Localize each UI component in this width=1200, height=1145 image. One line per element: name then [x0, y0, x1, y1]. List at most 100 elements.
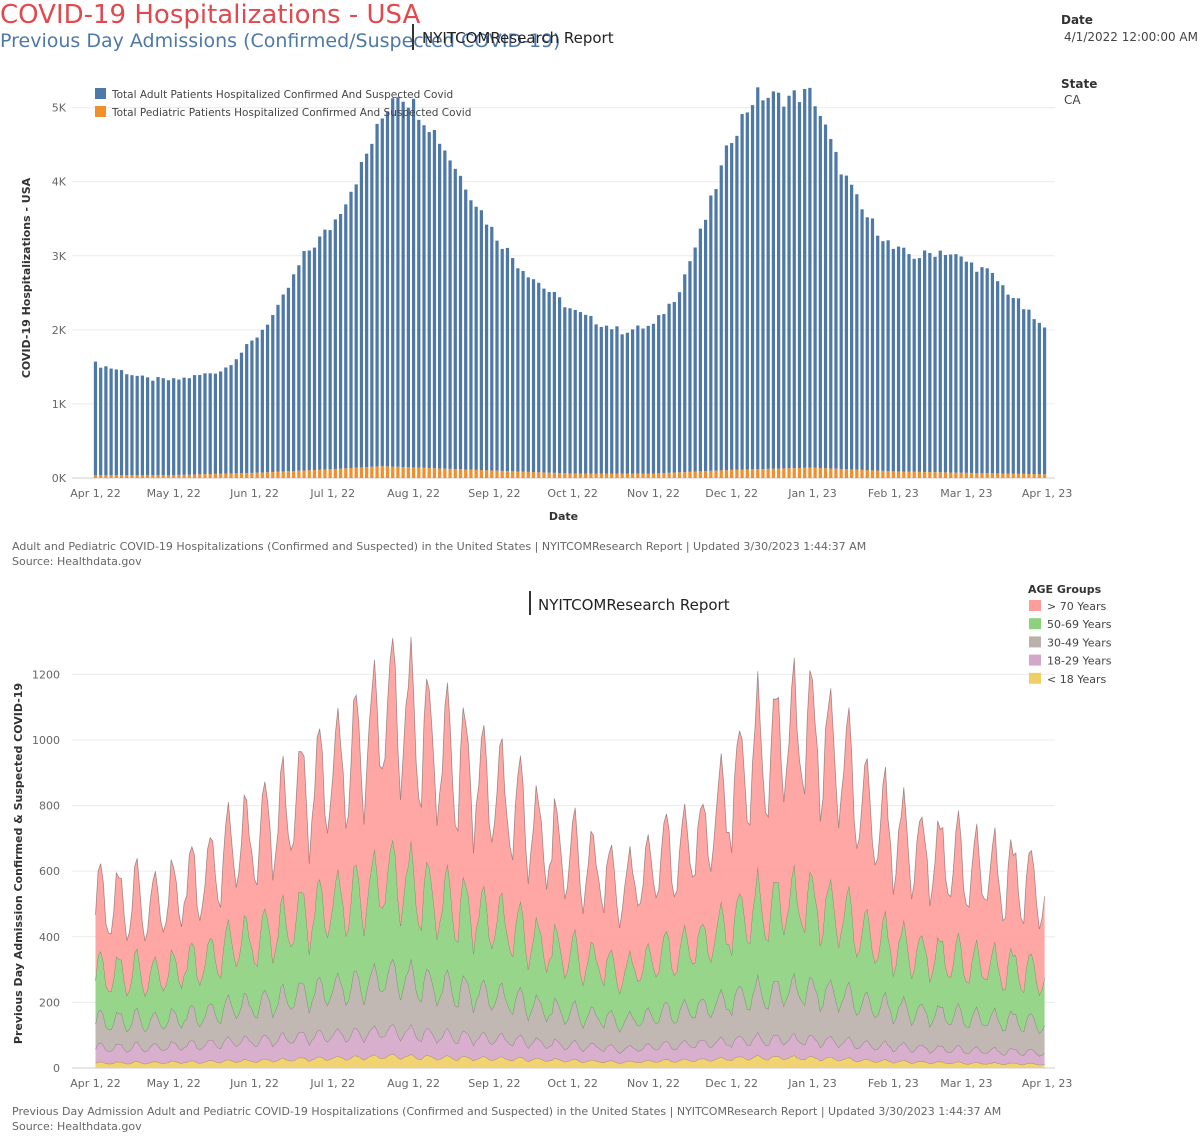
chart1-bar-pediatric — [834, 468, 838, 478]
chart1-x-tick-label: Mar 1, 23 — [940, 487, 992, 500]
chart1-bar-pediatric — [750, 469, 755, 478]
admissions-title-separator — [529, 591, 531, 615]
chart1-bar-adult — [949, 254, 953, 473]
chart1-bar-pediatric — [724, 470, 729, 478]
chart1-bar-pediatric — [1001, 473, 1005, 478]
chart1-bar-pediatric — [855, 469, 859, 478]
chart1-bar-adult — [385, 111, 390, 467]
chart1-bar-pediatric — [719, 470, 723, 478]
chart2-legend-label: 18-29 Years — [1047, 655, 1112, 668]
filter-date-value[interactable]: 4/1/2022 12:00:00 AM .. — [1064, 30, 1200, 44]
chart1-bar-pediatric — [818, 467, 822, 478]
chart1-bar-adult — [453, 168, 457, 470]
chart1-bar-adult — [292, 274, 296, 471]
chart1-bar-adult — [1011, 298, 1015, 474]
chart1-bar-adult — [265, 324, 270, 473]
chart1-bar-pediatric — [782, 468, 786, 478]
chart1-bar-adult — [260, 329, 264, 473]
chart1-bar-pediatric — [380, 466, 384, 478]
chart1-bar-adult — [839, 174, 843, 469]
chart1-bar-adult — [703, 219, 708, 472]
admissions-title: Previous Day Admissions (Confirmed/Suspe… — [0, 30, 561, 52]
chart1-bar-pediatric — [375, 466, 379, 478]
chart1-bar-pediatric — [657, 473, 661, 478]
chart1-bar-pediatric — [557, 473, 562, 478]
chart1-bar-pediatric — [829, 468, 833, 478]
chart1-bar-adult — [1037, 322, 1041, 475]
chart2-legend-swatch — [1029, 600, 1041, 611]
admissions-subtitle: NYITCOMResearch Report — [538, 596, 730, 614]
chart1-bar-adult — [693, 247, 697, 472]
hospitalizations-chart: 0K 1K 2K 3K 4K 5K Apr 1, 22 May 1, 22 Jun 1, 22 J… — [20, 87, 1072, 523]
chart1-bar-adult — [375, 123, 379, 467]
chart1-y-axis-title: COVID-19 Hospitalizations - USA — [20, 177, 33, 378]
chart1-bar-pediatric — [563, 473, 567, 478]
chart1-bar-pediatric — [224, 473, 228, 478]
chart1-bar-pediatric — [630, 473, 635, 478]
chart1-bar-adult — [568, 308, 572, 474]
chart1-bar-pediatric — [703, 471, 708, 478]
chart1-bar-adult — [735, 135, 739, 470]
chart1-bar-pediatric — [229, 473, 233, 478]
chart1-bar-pediatric — [276, 471, 280, 478]
chart1-bar-pediatric — [333, 468, 337, 478]
chart1-bar-pediatric — [620, 473, 624, 478]
chart1-bar-pediatric — [730, 469, 734, 478]
chart1-bar-adult — [865, 217, 869, 471]
chart1-bar-adult — [198, 375, 202, 475]
chart1-bar-adult — [844, 175, 849, 470]
chart1-bar-pediatric — [584, 473, 588, 478]
chart1-bar-pediatric — [735, 469, 739, 478]
chart1-bar-adult — [495, 240, 499, 471]
chart1-bar-pediatric — [365, 467, 369, 478]
chart1-bar-adult — [276, 304, 280, 472]
chart1-bar-pediatric — [114, 475, 118, 478]
chart1-bar-pediatric — [1022, 473, 1026, 478]
chart1-bar-pediatric — [568, 473, 572, 478]
chart2-x-tick-label: Feb 1, 23 — [868, 1077, 919, 1090]
chart1-bar-adult — [907, 254, 911, 472]
chart1-bar-pediatric — [156, 475, 160, 478]
chart1-bar-adult — [516, 268, 520, 472]
chart1-legend-swatch — [95, 88, 106, 99]
chart1-bar-pediatric — [860, 469, 864, 478]
chart1-bar-pediatric — [182, 474, 186, 478]
chart1-bar-adult — [954, 254, 958, 473]
chart1-bar-adult — [834, 151, 838, 469]
chart1-bar-adult — [1027, 309, 1031, 474]
chart2-legend-swatch — [1029, 672, 1041, 684]
filter-state-value[interactable]: CA — [1064, 93, 1081, 107]
chart1-bar-adult — [724, 145, 729, 471]
chart1-bar-pediatric — [443, 468, 447, 478]
chart1-bar-pediatric — [464, 469, 468, 478]
chart1-bar-pediatric — [537, 472, 541, 478]
chart1-bar-adult — [870, 218, 875, 471]
chart1-bar-adult — [646, 325, 650, 474]
chart1-bar-adult — [469, 200, 473, 470]
chart1-bar-adult — [584, 314, 588, 474]
chart1-x-tick-label: Dec 1, 22 — [705, 487, 758, 500]
chart1-bar-adult — [651, 323, 656, 474]
chart1-bar-adult — [302, 250, 306, 471]
chart1-bar-adult — [411, 98, 416, 468]
chart1-bar-adult — [140, 375, 145, 476]
chart1-bar-pediatric — [923, 471, 927, 478]
chart1-bar-adult — [578, 312, 583, 474]
chart1-bar-pediatric — [359, 467, 364, 478]
chart1-bar-pediatric — [651, 473, 656, 478]
chart1-bar-pediatric — [938, 472, 942, 478]
chart1-bar-pediatric — [521, 471, 525, 478]
chart1-bar-pediatric — [662, 473, 666, 478]
chart1-bar-pediatric — [1032, 474, 1036, 478]
chart1-bar-pediatric — [928, 472, 932, 478]
chart1-bar-pediatric — [474, 469, 478, 478]
chart1-bar-pediatric — [172, 475, 176, 478]
chart1-bar-pediatric — [526, 471, 530, 478]
chart1-bar-adult — [511, 258, 515, 472]
chart1-bar-pediatric — [338, 468, 343, 478]
chart1-y-tick-label: 5K — [52, 102, 67, 115]
chart1-bar-adult — [672, 302, 676, 473]
chart1-bar-adult — [792, 90, 796, 469]
chart1-bar-pediatric — [604, 473, 609, 478]
chart1-bar-adult — [380, 118, 384, 467]
